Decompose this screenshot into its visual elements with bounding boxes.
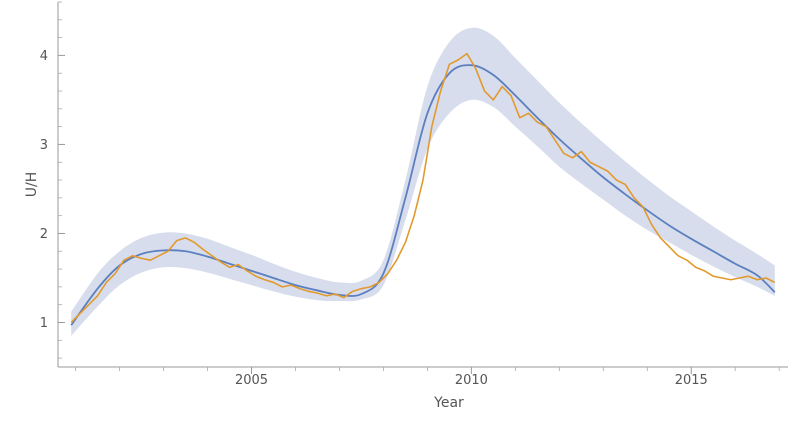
confidence-band [71, 27, 775, 336]
y-tick-label: 4 [40, 49, 48, 64]
y-axis-title: U/H [24, 172, 40, 198]
confidence-band-layer [71, 27, 775, 336]
axes [57, 2, 788, 368]
x-axis-title: Year [433, 395, 464, 411]
x-tick-label: 2010 [455, 373, 488, 388]
fitted-curve [70, 64, 776, 326]
y-tick-label: 2 [40, 227, 48, 242]
x-tick-label: 2015 [675, 373, 708, 388]
ticks: 2005 2010 2015 1 2 3 4 [40, 1, 780, 388]
series-layer [70, 52, 776, 326]
observed-series-line [70, 52, 776, 324]
y-tick-label: 3 [40, 138, 48, 153]
y-tick-label: 1 [40, 316, 48, 331]
x-tick-label: 2005 [235, 373, 268, 388]
